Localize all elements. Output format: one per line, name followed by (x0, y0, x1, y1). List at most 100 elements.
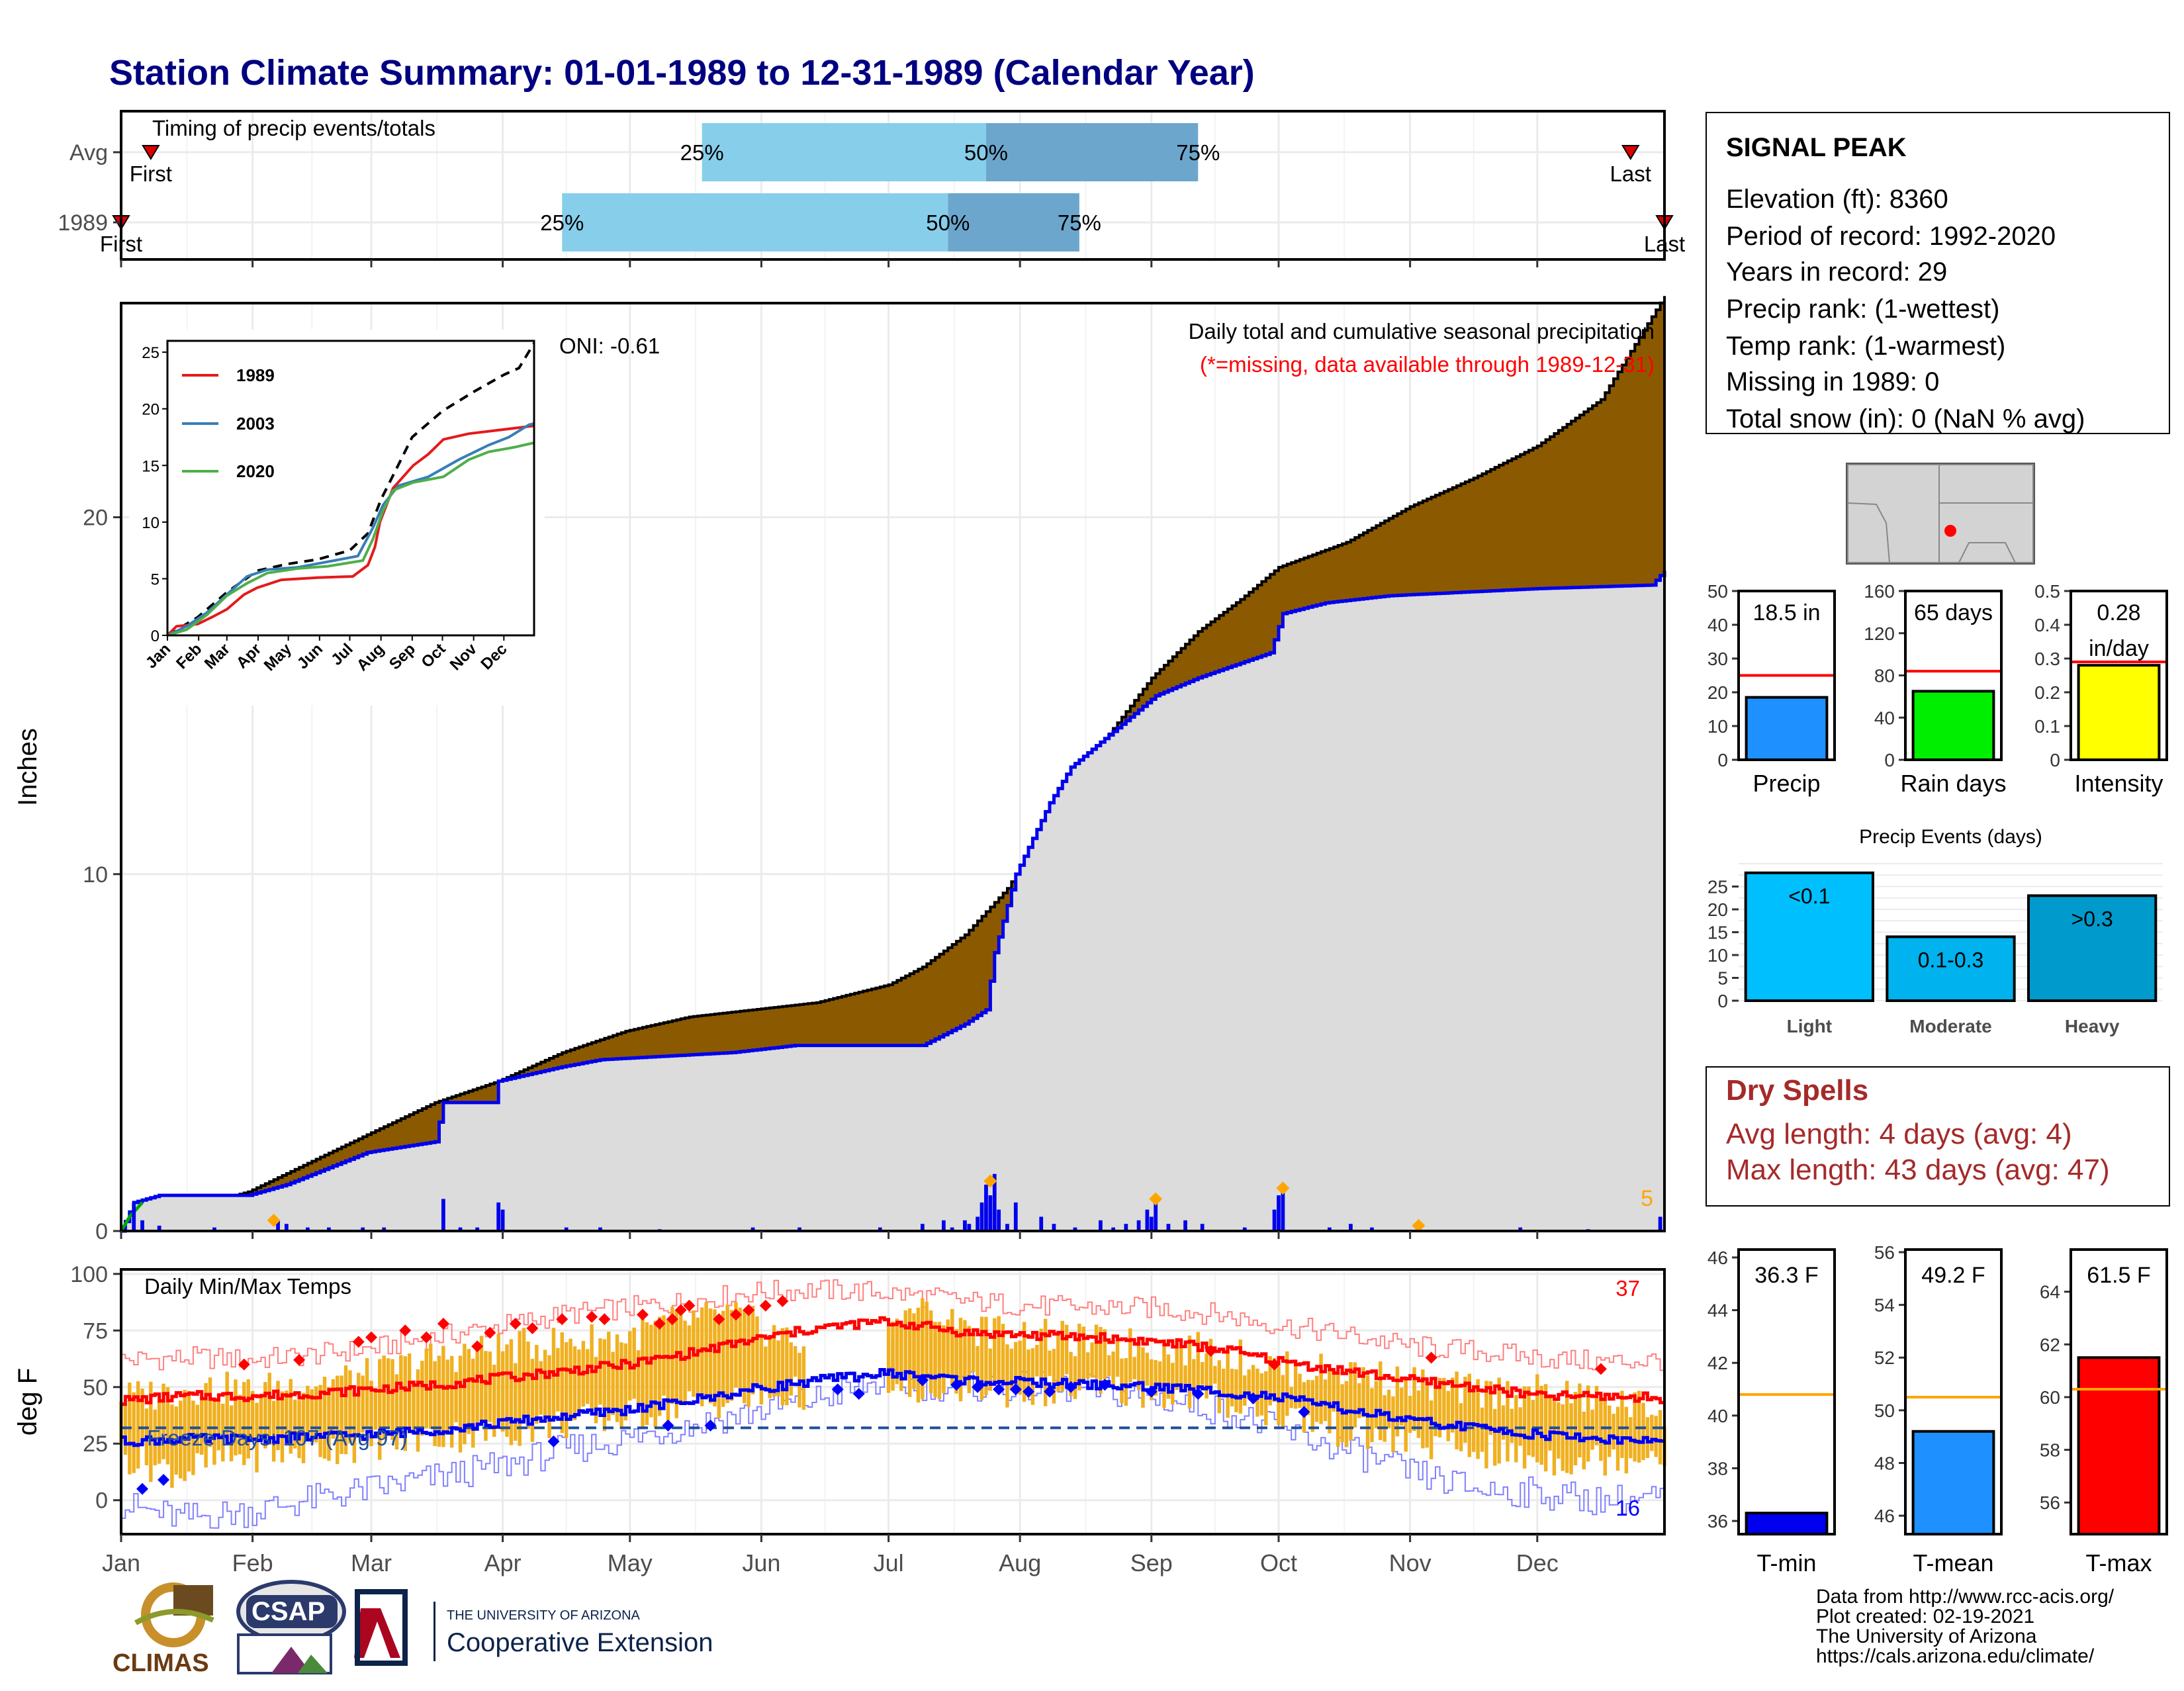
daily-temp-range-bar (1463, 1377, 1467, 1443)
inset-legend-label: 1989 (236, 365, 275, 385)
temperature-bar-panels: 36 38 40 42 44 46 36.3 F T-min 46 48 50 52 54 56 49.2 … (1707, 1242, 2168, 1577)
summary-bar-panels: 0 10 20 30 40 50 18.5 in Precip 0 40 80 120 160 65 da… (1707, 581, 2168, 797)
daily-temp-range-bar (984, 1316, 988, 1395)
daily-temp-range-bar (967, 1326, 972, 1393)
daily-temp-range-bar (912, 1313, 916, 1381)
daily-temp-range-bar (979, 1316, 984, 1400)
daily-temp-range-bar (1230, 1369, 1234, 1406)
precipitation-chart: 0 10 20 5 Daily total and cumulative seasona… (13, 296, 1666, 1244)
summary-y-tick-label: 36 (1707, 1511, 1728, 1531)
footer-university: The University of Arizona (1816, 1625, 2037, 1647)
summary-y-tick-label: 46 (1874, 1506, 1895, 1526)
daily-temp-range-bar (946, 1319, 950, 1377)
daily-temp-range-bar (780, 1328, 785, 1406)
daily-precip-bar (441, 1199, 445, 1231)
record-high-marker (637, 1308, 649, 1321)
daily-temp-range-bar (1578, 1383, 1582, 1458)
daily-temp-range-bar (467, 1349, 471, 1434)
daily-precip-bar (1349, 1224, 1353, 1231)
summary-value-label: 18.5 in (1752, 600, 1820, 625)
summary-y-tick-label: 20 (1707, 682, 1728, 703)
daily-temp-range-bar (271, 1400, 276, 1462)
daily-temp-range-bar (700, 1307, 704, 1406)
daily-temp-range-bar (1221, 1368, 1226, 1395)
footer-url: https://cals.arizona.edu/climate/ (1816, 1645, 2095, 1667)
daily-temp-range-bar (293, 1399, 297, 1449)
daily-precip-bar (878, 1227, 882, 1231)
ua-small-text: THE UNIVERSITY OF ARIZONA (447, 1608, 641, 1623)
daily-precip-bar (1052, 1224, 1056, 1231)
timing-row-label: 1989 (58, 210, 108, 236)
daily-temp-range-bar (1064, 1324, 1069, 1375)
daily-precip-bar (1099, 1220, 1103, 1231)
daily-temp-range-bar (1272, 1358, 1277, 1402)
daily-temp-range-bar (437, 1355, 441, 1447)
daily-precip-bar (496, 1202, 501, 1231)
daily-precip-bar (475, 1227, 480, 1231)
summary-value-label: 49.2 F (1921, 1263, 1985, 1288)
record-low-marker (1298, 1406, 1310, 1418)
station-location-dot (1944, 525, 1956, 537)
record-low-marker (547, 1435, 560, 1447)
daily-temp-range-bar (976, 1346, 979, 1382)
observed-cumulative-area (121, 571, 1664, 1231)
daily-temp-range-bar (925, 1316, 929, 1380)
record-high-marker (471, 1340, 484, 1353)
summary-value-unit: in/day (2089, 636, 2149, 661)
precip-event-bar-light (1744, 871, 1874, 1003)
month-label: Dec (1516, 1549, 1559, 1577)
daily-temp-range-bar (390, 1359, 394, 1440)
daily-precip-bar (1073, 1227, 1077, 1231)
daily-temp-range-bar (653, 1320, 657, 1428)
inset-y-tick-label: 25 (142, 344, 159, 362)
daily-temp-range-bar (1115, 1339, 1120, 1377)
daily-temp-range-bar (183, 1389, 187, 1481)
daily-precip-bar (984, 1184, 988, 1231)
daily-temp-range-bar (645, 1322, 649, 1426)
dry-spells-title: Dry Spells (1726, 1074, 1868, 1107)
daily-temp-range-bar (1400, 1387, 1404, 1426)
daily-temp-range-bar (602, 1339, 607, 1432)
summary-y-tick-label: 0.3 (2034, 649, 2060, 669)
daily-temp-range-bar (1552, 1401, 1557, 1476)
daily-temp-range-bar (348, 1370, 352, 1443)
daily-temp-range-bar (1014, 1342, 1018, 1385)
record-low-marker (1145, 1385, 1158, 1398)
daily-temp-range-bar (636, 1350, 641, 1411)
climas-logo-text: CLIMAS (113, 1649, 209, 1677)
daily-temp-range-bar (445, 1359, 450, 1435)
events-y-tick-label: 10 (1707, 945, 1728, 966)
daily-temp-range-bar (1561, 1404, 1565, 1471)
summary-bar-t-max (2077, 1356, 2161, 1535)
daily-temp-range-bar (170, 1404, 174, 1488)
daily-precip-bar (988, 1195, 993, 1231)
daily-temp-range-bar (1654, 1416, 1658, 1457)
daily-temp-range-bar (683, 1320, 687, 1405)
daily-temp-range-bar (161, 1383, 165, 1459)
daily-temp-range-bar (1030, 1348, 1035, 1405)
daily-temp-range-bar (1506, 1381, 1510, 1462)
daily-temp-range-bar (1285, 1351, 1289, 1416)
daily-temp-range-bar (1633, 1392, 1637, 1462)
daily-temp-range-bar (556, 1348, 560, 1412)
y-tick-label: 0 (95, 1488, 108, 1514)
daily-temp-range-bar (1353, 1362, 1357, 1428)
daily-temp-range-bar (208, 1377, 212, 1447)
daily-temp-range-bar (1383, 1395, 1387, 1442)
record-low-marker (916, 1374, 929, 1387)
y-tick-label: 20 (83, 506, 108, 531)
record-high-marker (729, 1308, 742, 1321)
record-high-marker (484, 1326, 496, 1339)
daily-temp-range-bar (216, 1400, 221, 1451)
record-high-marker (776, 1295, 789, 1307)
daily-temp-range-bar (577, 1349, 581, 1415)
daily-temp-range-bar (963, 1320, 967, 1379)
record-low-marker (1044, 1385, 1056, 1398)
daily-precip-bar (920, 1224, 925, 1231)
daily-temp-range-bar (403, 1356, 407, 1451)
daily-temp-range-bar (331, 1379, 336, 1439)
daily-temp-range-bar (1005, 1344, 1009, 1408)
daily-precip-bar (306, 1227, 310, 1231)
daily-temp-range-bar (564, 1342, 569, 1438)
